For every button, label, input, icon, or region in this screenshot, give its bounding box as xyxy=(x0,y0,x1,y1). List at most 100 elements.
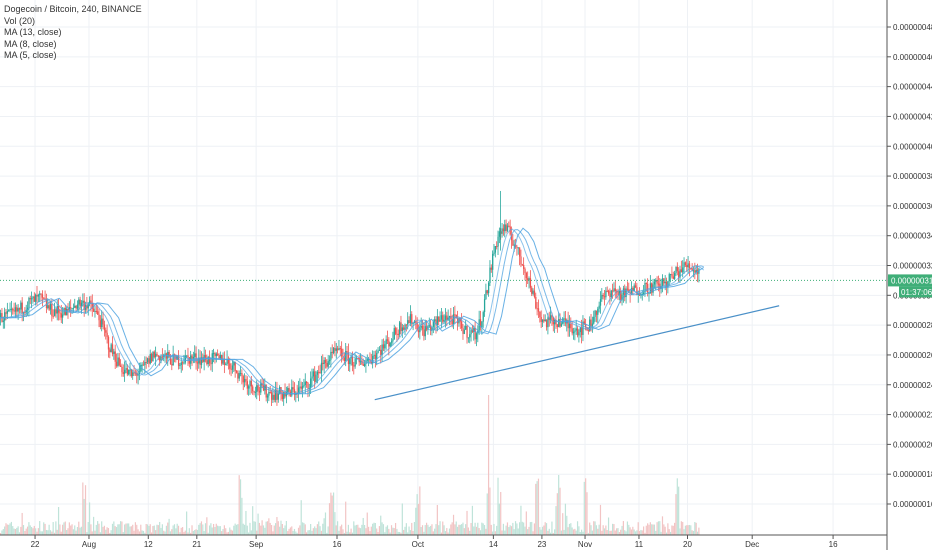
candle-body xyxy=(148,358,150,364)
candle-body xyxy=(222,358,224,364)
candle-body xyxy=(419,327,421,333)
volume-bar xyxy=(628,524,630,535)
candle-body xyxy=(467,337,470,339)
volume-bar xyxy=(668,529,670,535)
volume-bar xyxy=(246,525,248,535)
volume-bar xyxy=(498,503,500,535)
volume-bar xyxy=(339,526,341,535)
volume-bar xyxy=(150,532,153,535)
candle-body xyxy=(24,311,26,313)
candle-body xyxy=(146,358,149,363)
volume-bar xyxy=(226,532,228,535)
candle-body xyxy=(25,310,27,313)
volume-bar xyxy=(215,523,217,535)
volume-bar xyxy=(493,523,495,535)
candle-body xyxy=(551,315,553,318)
volume-bar xyxy=(514,521,517,535)
candle-body xyxy=(17,308,19,312)
volume-bar xyxy=(469,530,471,535)
candle-body xyxy=(676,266,679,272)
candle-body xyxy=(396,333,398,335)
volume-bar xyxy=(117,524,119,535)
volume-bar xyxy=(94,530,96,535)
legend-indicator-ma8[interactable]: MA (8, close) xyxy=(4,38,57,49)
volume-bar xyxy=(219,526,221,535)
volume-bar xyxy=(621,525,623,535)
volume-bar xyxy=(102,526,104,535)
legend-indicator-ma5[interactable]: MA (5, close) xyxy=(4,50,57,60)
candle-body xyxy=(115,361,118,367)
volume-bar xyxy=(258,522,261,535)
candle-body xyxy=(307,383,309,389)
volume-bar xyxy=(180,527,182,535)
candle-body xyxy=(373,354,375,356)
volume-bar xyxy=(482,523,484,535)
candle-body xyxy=(5,312,7,314)
volume-bar xyxy=(304,524,306,535)
volume-bar xyxy=(440,532,443,535)
candle-body xyxy=(366,359,368,361)
candle-body xyxy=(446,315,448,321)
volume-bar xyxy=(82,482,84,535)
candle-body xyxy=(412,323,414,325)
volume-bar xyxy=(512,522,514,535)
volume-bar xyxy=(242,523,244,535)
volume-bar xyxy=(382,524,385,535)
candle-body xyxy=(164,353,166,355)
candle-body xyxy=(311,376,313,379)
volume-bar xyxy=(568,523,571,535)
volume-bar xyxy=(373,522,375,535)
volume-bar xyxy=(485,528,487,535)
candle-body xyxy=(207,356,209,365)
candle-body xyxy=(440,315,443,320)
volume-bar xyxy=(384,532,386,535)
volume-bar xyxy=(328,503,331,535)
candle-body xyxy=(132,372,134,377)
volume-bar xyxy=(527,529,529,535)
volume-bar xyxy=(292,530,294,535)
candle-body xyxy=(16,307,18,312)
volume-bar xyxy=(187,532,189,535)
legend-symbol-title[interactable]: Dogecoin / Bitcoin, 240, BINANCE xyxy=(4,4,142,14)
volume-bar xyxy=(93,516,95,535)
candle-body xyxy=(404,324,406,330)
candle-body xyxy=(337,348,339,351)
candle-body xyxy=(74,305,76,308)
candle-body xyxy=(285,392,288,397)
candle-body xyxy=(343,357,346,362)
legend-indicator-ma13[interactable]: MA (13, close) xyxy=(4,27,62,37)
volume-bar xyxy=(655,530,657,535)
volume-bar xyxy=(186,511,188,535)
candle-body xyxy=(580,327,583,335)
candle-body xyxy=(326,362,328,367)
volume-bar xyxy=(377,532,379,535)
legend-indicator-volume[interactable]: Vol (20) xyxy=(4,15,36,26)
volume-bar xyxy=(296,532,298,535)
candle-body xyxy=(194,353,196,357)
candle-body xyxy=(420,325,422,328)
candle-body xyxy=(680,269,683,273)
volume-bar xyxy=(342,529,344,535)
candle-body xyxy=(83,300,85,310)
candle-body xyxy=(470,330,472,335)
candle-body xyxy=(21,302,23,314)
volume-bar xyxy=(531,521,533,535)
volume-bar xyxy=(129,526,131,535)
volume-bar xyxy=(380,515,382,535)
candle-body xyxy=(105,330,107,333)
candle-body xyxy=(350,356,352,359)
volume-bar xyxy=(202,524,204,535)
y-tick-label: 0.00000028 xyxy=(893,321,932,330)
candle-body xyxy=(98,314,100,321)
candle-body xyxy=(424,326,426,337)
volume-bar xyxy=(424,525,426,535)
candle-body xyxy=(335,348,337,351)
candle-body xyxy=(191,355,193,359)
volume-bar xyxy=(559,487,561,535)
candle-body xyxy=(88,300,91,304)
candle-body xyxy=(587,330,590,332)
candle-body xyxy=(496,246,498,248)
volume-bar xyxy=(105,529,107,535)
volume-bar xyxy=(381,522,383,535)
